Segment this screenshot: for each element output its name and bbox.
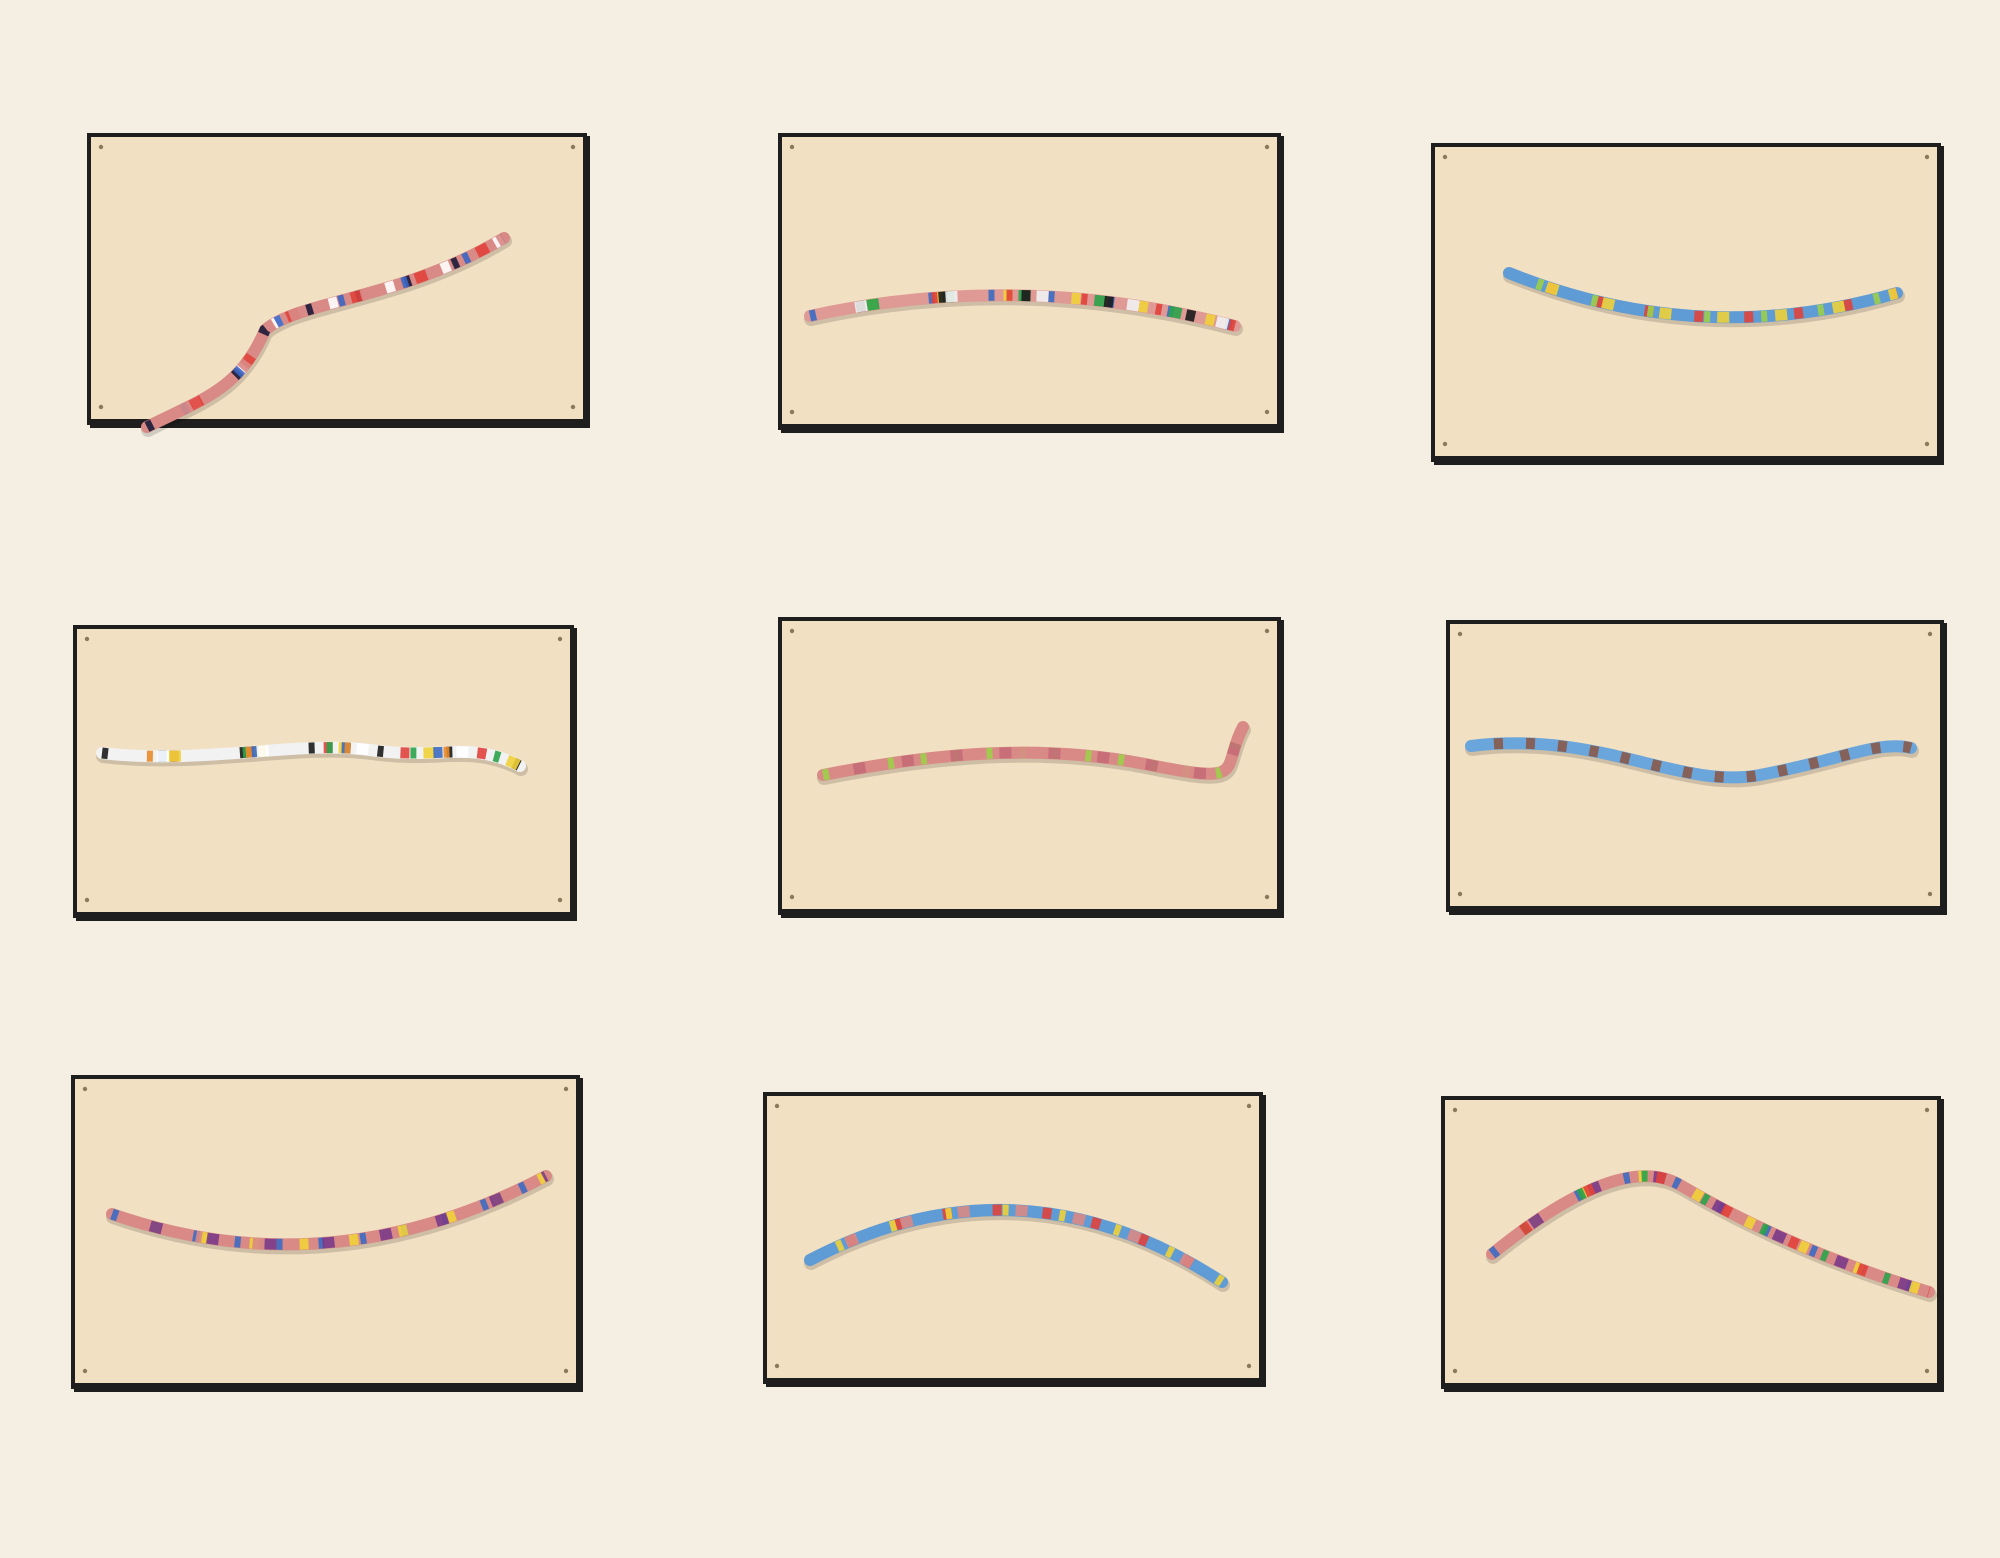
pin bbox=[1457, 891, 1463, 897]
pin bbox=[1452, 1368, 1458, 1374]
stick-thread-stripe bbox=[101, 742, 523, 771]
pin bbox=[1927, 631, 1933, 637]
card bbox=[767, 1096, 1259, 1378]
pin bbox=[1264, 409, 1270, 415]
pin bbox=[557, 636, 563, 642]
stick-thread-stripe bbox=[110, 1171, 549, 1250]
pin bbox=[1246, 1363, 1252, 1369]
card bbox=[782, 137, 1277, 424]
panel-5 bbox=[778, 617, 1284, 918]
panel-3 bbox=[1431, 143, 1944, 465]
panel-2 bbox=[778, 133, 1284, 433]
pin bbox=[789, 628, 795, 634]
stick-thread-stripe bbox=[821, 724, 1248, 781]
card bbox=[91, 137, 583, 419]
pin bbox=[1924, 441, 1930, 447]
panel-7 bbox=[71, 1075, 583, 1392]
panel-1 bbox=[87, 133, 590, 437]
pin bbox=[84, 636, 90, 642]
pin bbox=[1264, 894, 1270, 900]
panel-9 bbox=[1441, 1096, 1944, 1392]
pin bbox=[1264, 144, 1270, 150]
pin bbox=[789, 894, 795, 900]
pin bbox=[1442, 154, 1448, 160]
pin bbox=[789, 144, 795, 150]
pin bbox=[1927, 891, 1933, 897]
pin bbox=[1924, 1368, 1930, 1374]
pin bbox=[98, 404, 104, 410]
panel-6 bbox=[1446, 620, 1947, 915]
card bbox=[77, 629, 570, 912]
stick-thread-stripe bbox=[144, 233, 507, 432]
pin bbox=[774, 1103, 780, 1109]
panel-4 bbox=[73, 625, 577, 921]
pin bbox=[563, 1086, 569, 1092]
pin bbox=[1924, 154, 1930, 160]
pin bbox=[1246, 1103, 1252, 1109]
pin bbox=[98, 144, 104, 150]
wrapped-stick bbox=[1486, 1170, 1935, 1298]
stick-thread-stripe bbox=[1470, 737, 1913, 783]
stick-thread-stripe bbox=[807, 1204, 1226, 1287]
pin bbox=[84, 897, 90, 903]
stick-thread-stripe bbox=[1506, 267, 1899, 323]
card bbox=[1445, 1100, 1937, 1383]
pin bbox=[1442, 441, 1448, 447]
pin bbox=[1452, 1107, 1458, 1113]
pin bbox=[1264, 628, 1270, 634]
pin bbox=[1457, 631, 1463, 637]
pin bbox=[557, 897, 563, 903]
pin bbox=[563, 1368, 569, 1374]
panel-8 bbox=[763, 1092, 1266, 1387]
pin bbox=[82, 1086, 88, 1092]
card bbox=[1450, 624, 1940, 906]
stick-thread-stripe bbox=[110, 1171, 549, 1250]
stick-thread-stripe bbox=[808, 289, 1237, 332]
pin bbox=[1924, 1107, 1930, 1113]
pin bbox=[789, 409, 795, 415]
pin bbox=[570, 144, 576, 150]
pin bbox=[774, 1363, 780, 1369]
pin bbox=[570, 404, 576, 410]
pin bbox=[82, 1368, 88, 1374]
stick-thread-stripe bbox=[808, 289, 1237, 332]
